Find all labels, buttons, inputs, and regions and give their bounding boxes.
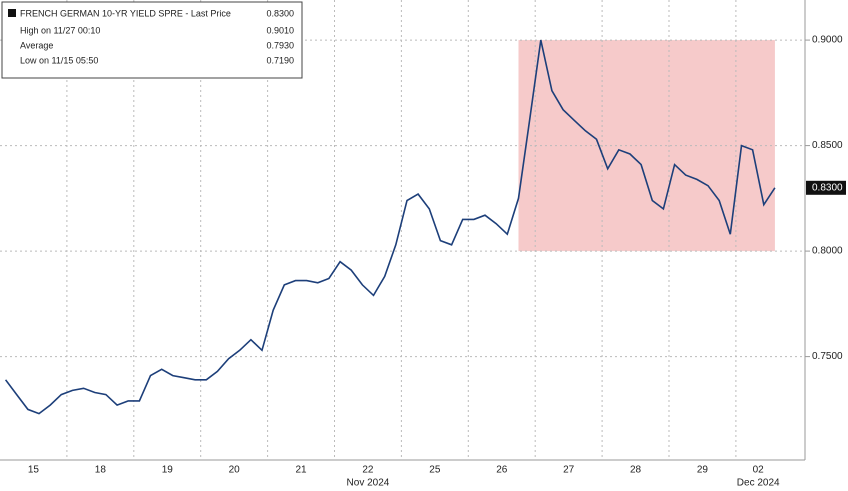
x-tick-label: 27 [563, 465, 575, 476]
x-tick-label: 29 [697, 465, 709, 476]
x-tick-label: 21 [295, 465, 307, 476]
x-tick-label: 02 [753, 465, 765, 476]
y-tick-label: 0.8500 [812, 140, 843, 151]
legend-item-label: Low on 11/15 05:50 [20, 55, 98, 65]
legend-value: 0.8300 [266, 8, 294, 18]
legend-item-value: 0.9010 [266, 25, 294, 35]
x-tick-label: 22 [362, 465, 374, 476]
month-label: Nov 2024 [347, 478, 390, 489]
y-tick-label: 0.8000 [812, 246, 843, 257]
y-tick-label: 0.9000 [812, 35, 843, 46]
x-tick-label: 26 [496, 465, 508, 476]
legend-title: FRENCH GERMAN 10-YR YIELD SPRE - Last Pr… [20, 8, 231, 18]
x-tick-label: 25 [429, 465, 441, 476]
legend-box [1, 1, 303, 79]
legend-item-label: High on 11/27 00:10 [20, 25, 100, 35]
x-tick-label: 20 [229, 465, 241, 476]
price-line [4, 39, 776, 415]
last-price-tag [806, 180, 846, 195]
month-label: Dec 2024 [737, 478, 780, 489]
legend-item-value: 0.7930 [266, 40, 294, 50]
x-tick-label: 19 [162, 465, 174, 476]
legend-item-label: Average [20, 40, 53, 50]
legend-item-value: 0.7190 [266, 55, 294, 65]
y-tick-label: 0.7500 [812, 351, 843, 362]
x-tick-label: 15 [28, 465, 40, 476]
legend: FRENCH GERMAN 10-YR YIELD SPRE - Last Pr… [1, 1, 303, 79]
x-tick-label: 28 [630, 465, 642, 476]
x-tick-label: 18 [95, 465, 107, 476]
last-price-label: 0.8300 [812, 182, 843, 193]
legend-swatch [8, 9, 16, 17]
